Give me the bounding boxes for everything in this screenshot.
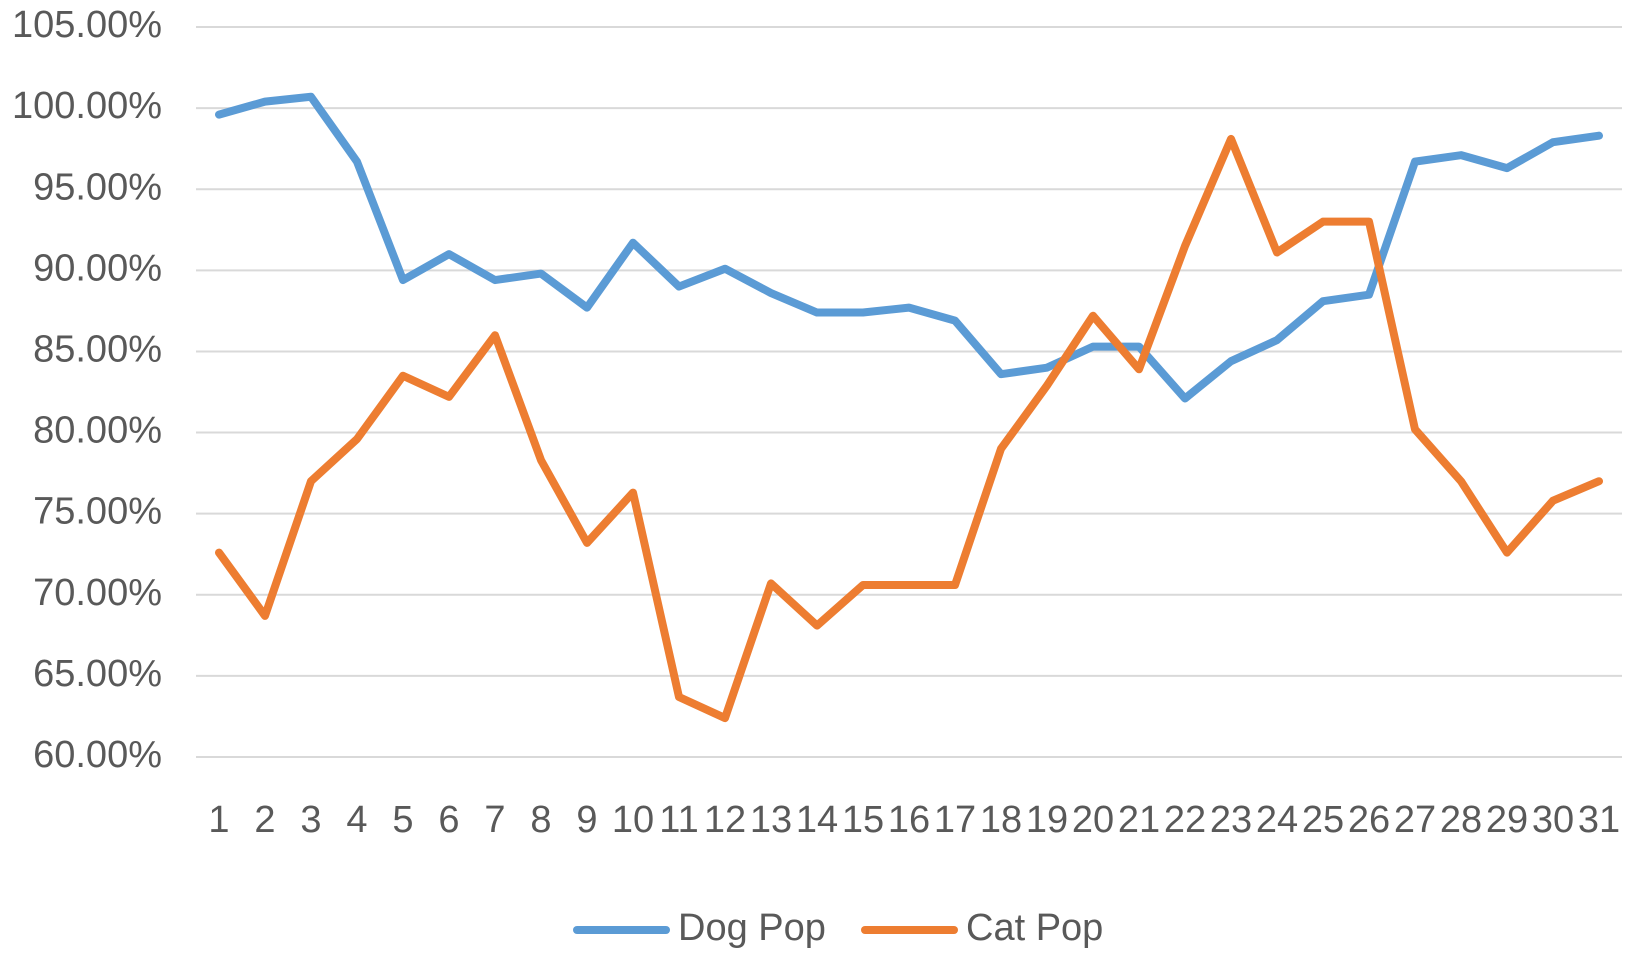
x-tick-label: 7: [484, 799, 505, 841]
x-tick-label: 4: [346, 799, 367, 841]
y-tick-label: 70.00%: [33, 572, 162, 614]
x-tick-label: 31: [1578, 799, 1620, 841]
x-tick-label: 15: [842, 799, 884, 841]
data-line: [215, 92, 1603, 403]
x-tick-label: 11: [659, 799, 698, 841]
x-tick-label: 20: [1072, 799, 1114, 841]
x-tick-label: 13: [750, 799, 792, 841]
y-tick-label: 90.00%: [33, 247, 162, 289]
x-tick-label: 3: [300, 799, 321, 841]
y-tick-label: 100.00%: [12, 85, 162, 127]
data-line: [215, 134, 1603, 723]
x-tick-label: 23: [1210, 799, 1252, 841]
y-tick-label: 105.00%: [12, 4, 162, 46]
x-tick-label: 21: [1118, 799, 1160, 841]
y-tick-label: 95.00%: [33, 166, 162, 208]
x-tick-label: 29: [1486, 799, 1528, 841]
y-tick-label: 65.00%: [33, 653, 162, 695]
x-tick-label: 17: [934, 799, 976, 841]
legend-label: Cat Pop: [966, 907, 1103, 949]
x-tick-label: 14: [796, 799, 838, 841]
x-tick-label: 16: [888, 799, 930, 841]
y-tick-label: 75.00%: [33, 491, 162, 533]
x-tick-label: 25: [1302, 799, 1344, 841]
y-tick-label: 85.00%: [33, 328, 162, 370]
x-tick-label: 8: [530, 799, 551, 841]
x-tick-label: 9: [576, 799, 597, 841]
x-tick-label: 24: [1256, 799, 1298, 841]
x-tick-label: 10: [612, 799, 654, 841]
x-tick-label: 2: [254, 799, 275, 841]
x-tick-label: 18: [980, 799, 1022, 841]
y-tick-label: 80.00%: [33, 410, 162, 452]
x-tick-label: 12: [704, 799, 746, 841]
x-tick-label: 30: [1532, 799, 1574, 841]
x-tick-label: 22: [1164, 799, 1206, 841]
x-tick-label: 26: [1348, 799, 1390, 841]
x-tick-label: 5: [392, 799, 413, 841]
x-tick-label: 19: [1026, 799, 1068, 841]
x-tick-label: 6: [438, 799, 459, 841]
x-tick-label: 28: [1440, 799, 1482, 841]
x-tick-label: 27: [1394, 799, 1436, 841]
y-tick-label: 60.00%: [33, 734, 162, 776]
x-tick-label: 1: [208, 799, 229, 841]
legend-label: Dog Pop: [678, 907, 826, 949]
